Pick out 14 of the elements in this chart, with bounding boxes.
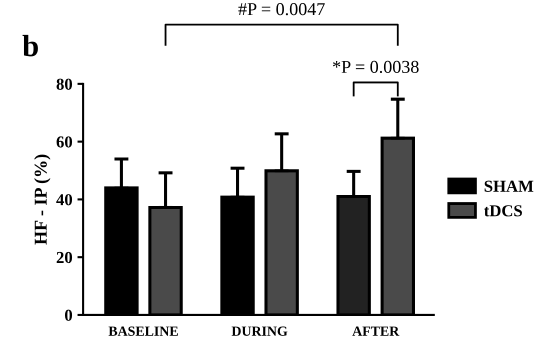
y-tick-label: 60 bbox=[56, 136, 72, 148]
y-axis-title: HF - IP (%) bbox=[34, 154, 50, 245]
y-tick-label: 20 bbox=[56, 252, 72, 264]
text: *P = 0.0038 bbox=[332, 60, 419, 74]
x-tick-label: DURING bbox=[232, 326, 288, 336]
y-tick-label: 80 bbox=[56, 78, 72, 90]
legend-label: tDCS bbox=[484, 205, 522, 216]
y-tick-label: 0 bbox=[64, 310, 72, 321]
legend-label: SHAM bbox=[484, 180, 534, 192]
text: #P = 0.0047 bbox=[238, 3, 325, 16]
x-tick-label: AFTER bbox=[352, 326, 400, 336]
text: b bbox=[22, 34, 38, 56]
x-tick-label: BASELINE bbox=[108, 326, 178, 336]
y-tick-label: 40 bbox=[56, 194, 72, 206]
